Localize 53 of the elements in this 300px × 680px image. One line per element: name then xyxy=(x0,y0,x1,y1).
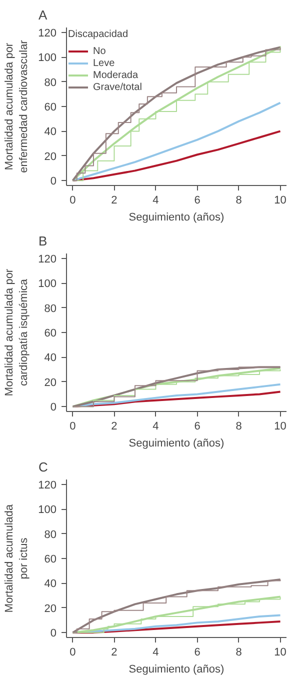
chart-title: A xyxy=(38,8,48,22)
x-tick-label: 10 xyxy=(274,420,286,432)
y-tick-label: 20 xyxy=(44,150,57,163)
y-tick-label: 100 xyxy=(38,52,57,64)
x-tick-label: 4 xyxy=(152,646,159,658)
y-tick-label: 80 xyxy=(44,528,57,541)
chart-title: B xyxy=(38,234,48,248)
x-tick-label: 6 xyxy=(194,420,200,432)
legend-label: Grave/total xyxy=(93,81,142,93)
legend-label: Leve xyxy=(93,57,115,69)
x-tick-label: 0 xyxy=(70,420,76,432)
x-axis-title: Seguimiento (años) xyxy=(128,438,224,450)
y-axis-title: Mortalidad acumulada por cardiopatía isquémica xyxy=(4,268,30,396)
x-tick-label: 2 xyxy=(111,194,118,206)
x-tick-label: 10 xyxy=(274,194,286,206)
y-tick-label: 40 xyxy=(44,352,57,364)
x-axis-title: Seguimiento (años) xyxy=(128,212,224,224)
y-tick-label: 120 xyxy=(38,27,57,40)
y-tick-label: 120 xyxy=(38,479,57,492)
x-tick-label: 10 xyxy=(274,646,286,658)
x-tick-label: 8 xyxy=(236,646,242,658)
x-tick-label: 6 xyxy=(194,646,200,658)
legend-title: Discapacidad xyxy=(68,29,130,40)
legend-label: No xyxy=(93,45,107,57)
x-tick-label: 0 xyxy=(70,646,76,658)
x-tick-label: 8 xyxy=(236,194,242,206)
y-tick-label: 60 xyxy=(44,102,57,114)
y-tick-label: 60 xyxy=(44,554,57,566)
y-tick-label: 0 xyxy=(50,402,57,414)
x-tick-label: 4 xyxy=(152,194,159,206)
y-tick-label: 40 xyxy=(44,578,57,590)
x-tick-label: 0 xyxy=(70,194,76,206)
x-axis-title: Seguimiento (años) xyxy=(128,664,224,676)
x-tick-label: 6 xyxy=(194,194,200,206)
chart-title: C xyxy=(38,460,48,474)
y-tick-label: 20 xyxy=(44,376,57,389)
y-tick-label: 80 xyxy=(44,302,57,315)
y-tick-label: 0 xyxy=(50,176,57,188)
y-tick-label: 100 xyxy=(38,504,57,516)
x-tick-label: 2 xyxy=(111,420,118,432)
y-tick-label: 20 xyxy=(44,602,57,615)
x-tick-label: 2 xyxy=(111,646,118,658)
y-axis-title: Mortalidad acumulada por ictus xyxy=(4,504,30,613)
y-axis-title: Mortalidad acumulada por enfermedad cardiovascular xyxy=(4,40,30,173)
y-tick-label: 120 xyxy=(38,253,57,266)
y-tick-label: 40 xyxy=(44,126,57,138)
y-tick-label: 60 xyxy=(44,328,57,340)
y-tick-label: 100 xyxy=(38,278,57,290)
y-tick-label: 0 xyxy=(50,628,57,640)
y-tick-label: 80 xyxy=(44,76,57,89)
legend-label: Moderada xyxy=(93,69,138,81)
x-tick-label: 4 xyxy=(152,420,159,432)
x-tick-label: 8 xyxy=(236,420,242,432)
